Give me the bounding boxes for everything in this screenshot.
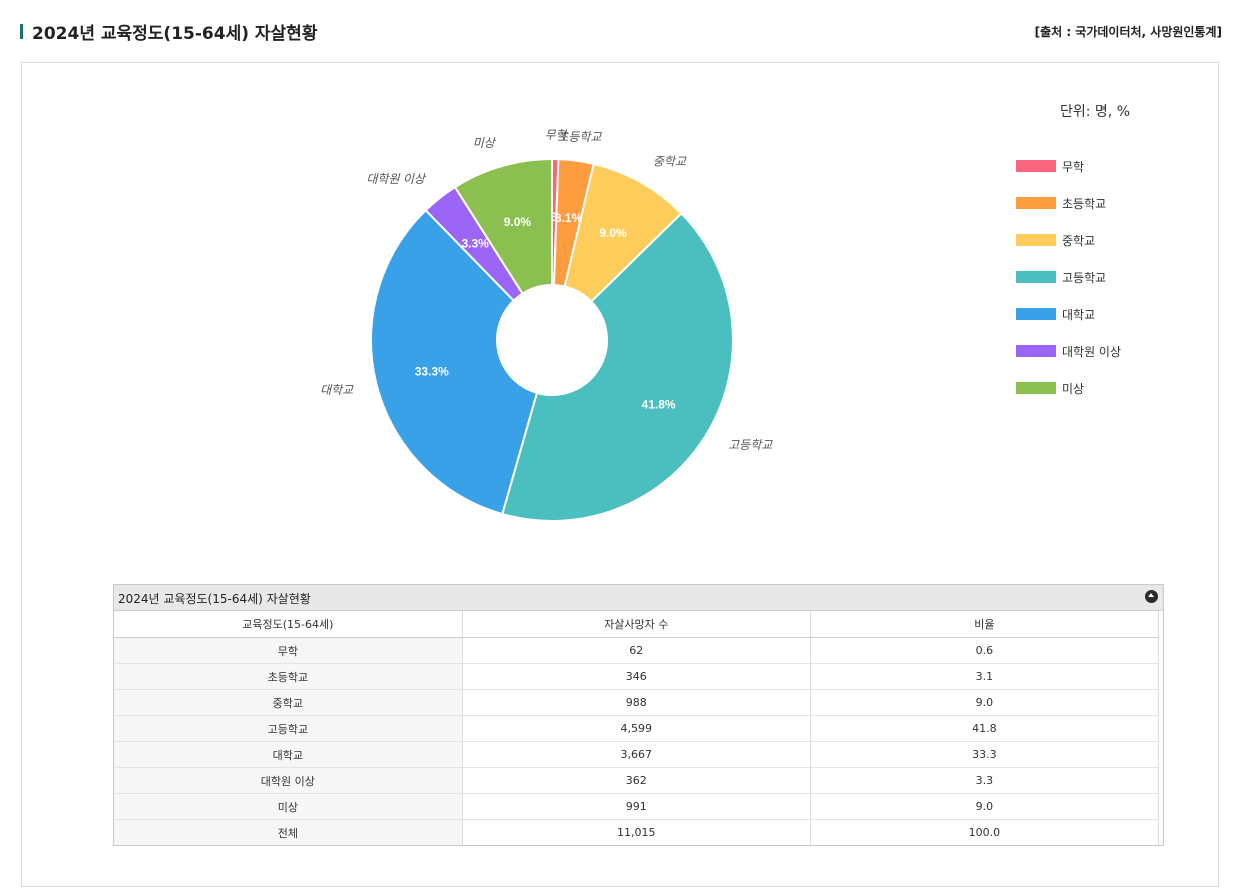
ratio-cell: 33.3 — [810, 741, 1160, 768]
category-cell: 무학 — [114, 637, 463, 664]
ratio-cell: 9.0 — [810, 793, 1160, 820]
count-cell: 4,599 — [462, 715, 811, 742]
table-row: 대학원 이상 362 3.3 — [114, 767, 1160, 794]
table-caption-text: 2024년 교육정도(15-64세) 자살현황 — [118, 592, 311, 606]
table-header-row: 교육정도(15-64세) 자살사망자 수 비율 — [114, 611, 1160, 638]
ratio-cell: 41.8 — [810, 715, 1160, 742]
unit-label: 단위: 명, % — [1060, 104, 1131, 120]
table-row: 대학교 3,667 33.3 — [114, 741, 1160, 768]
data-table-panel: 2024년 교육정도(15-64세) 자살현황 교육정도(15-64세) 자살사… — [113, 584, 1164, 846]
table-row: 전체 11,015 100.0 — [114, 819, 1160, 845]
header-education: 교육정도(15-64세) — [114, 611, 463, 638]
ratio-cell: 100.0 — [810, 819, 1160, 845]
pie-slice[interactable] — [370, 208, 539, 516]
slice-category-label: 대학원 이상 — [366, 172, 426, 186]
count-cell: 991 — [462, 793, 811, 820]
legend-label: 초등학교 — [1062, 197, 1107, 211]
table-row: 무학 62 0.6 — [114, 637, 1160, 664]
legend-swatch — [1016, 160, 1056, 172]
table-row: 미상 991 9.0 — [114, 793, 1160, 820]
category-cell: 초등학교 — [114, 663, 463, 690]
table-row: 초등학교 346 3.1 — [114, 663, 1160, 690]
collapse-toggle-button[interactable] — [1145, 590, 1158, 603]
slice-percent-label: 9.0% — [599, 226, 627, 240]
slice-category-label: 무학 — [545, 128, 569, 142]
legend-label: 대학교 — [1062, 308, 1096, 322]
legend-swatch — [1016, 382, 1056, 394]
count-cell: 62 — [462, 637, 811, 664]
count-cell: 362 — [462, 767, 811, 794]
page-title: 2024년 교육정도(15-64세) 자살현황 — [32, 24, 318, 44]
pie-slice[interactable] — [453, 157, 553, 295]
legend-swatch — [1016, 271, 1056, 283]
ratio-cell: 3.3 — [810, 767, 1160, 794]
slice-percent-label: 9.0% — [504, 215, 532, 229]
source-note: [출처 : 국가데이터처, 사망원인통계] — [1034, 25, 1222, 39]
slice-category-label: 초등학교 — [557, 130, 602, 144]
table-row: 중학교 988 9.0 — [114, 689, 1160, 716]
category-cell: 대학원 이상 — [114, 767, 463, 794]
legend-label: 대학원 이상 — [1062, 345, 1122, 359]
legend-label: 미상 — [1062, 382, 1085, 396]
ratio-cell: 3.1 — [810, 663, 1160, 690]
count-cell: 11,015 — [462, 819, 811, 845]
slice-category-label: 대학교 — [320, 383, 354, 397]
legend-swatch — [1016, 234, 1056, 246]
category-cell: 고등학교 — [114, 715, 463, 742]
slice-category-label: 고등학교 — [728, 438, 773, 452]
data-table: 교육정도(15-64세) 자살사망자 수 비율 무학 62 0.6 초등학교 346 3.… — [114, 611, 1160, 845]
slice-percent-label: 3.1% — [555, 211, 583, 225]
count-cell: 988 — [462, 689, 811, 716]
legend-label: 중학교 — [1062, 234, 1096, 248]
header-deaths: 자살사망자 수 — [462, 611, 811, 638]
legend-swatch — [1016, 197, 1056, 209]
legend-swatch — [1016, 345, 1056, 357]
legend-label: 고등학교 — [1062, 271, 1107, 285]
donut-chart: 0.6%무학3.1%초등학교9.0%중학교41.8%고등학교33.3%대학교3.… — [320, 128, 773, 522]
slice-category-label: 중학교 — [653, 155, 687, 169]
slice-category-label: 미상 — [473, 136, 497, 150]
legend-label: 무학 — [1062, 160, 1085, 174]
slice-percent-label: 33.3% — [415, 364, 449, 378]
category-cell: 전체 — [114, 819, 463, 845]
ratio-cell: 9.0 — [810, 689, 1160, 716]
pie-slice[interactable] — [501, 212, 734, 522]
legend-swatch — [1016, 308, 1056, 320]
header-ratio: 비율 — [810, 611, 1160, 638]
table-caption: 2024년 교육정도(15-64세) 자살현황 — [114, 585, 1163, 611]
category-cell: 미상 — [114, 793, 463, 820]
ratio-cell: 0.6 — [810, 637, 1160, 664]
slice-percent-label: 3.3% — [461, 237, 489, 251]
count-cell: 3,667 — [462, 741, 811, 768]
category-cell: 대학교 — [114, 741, 463, 768]
count-cell: 346 — [462, 663, 811, 690]
chart-panel: 0.6% 무학 3.1% 초등학교 9.0% 중학교 41.8% 고등학교 33.3% 대학교 3.… — [21, 62, 1219, 887]
page-header: 2024년 교육정도(15-64세) 자살현황 [출처 : 국가데이터처, 사망… — [20, 18, 1222, 46]
slice-percent-label: 41.8% — [642, 397, 676, 411]
title-accent-bar — [20, 24, 23, 39]
category-cell: 중학교 — [114, 689, 463, 716]
table-row: 고등학교 4,599 41.8 — [114, 715, 1160, 742]
